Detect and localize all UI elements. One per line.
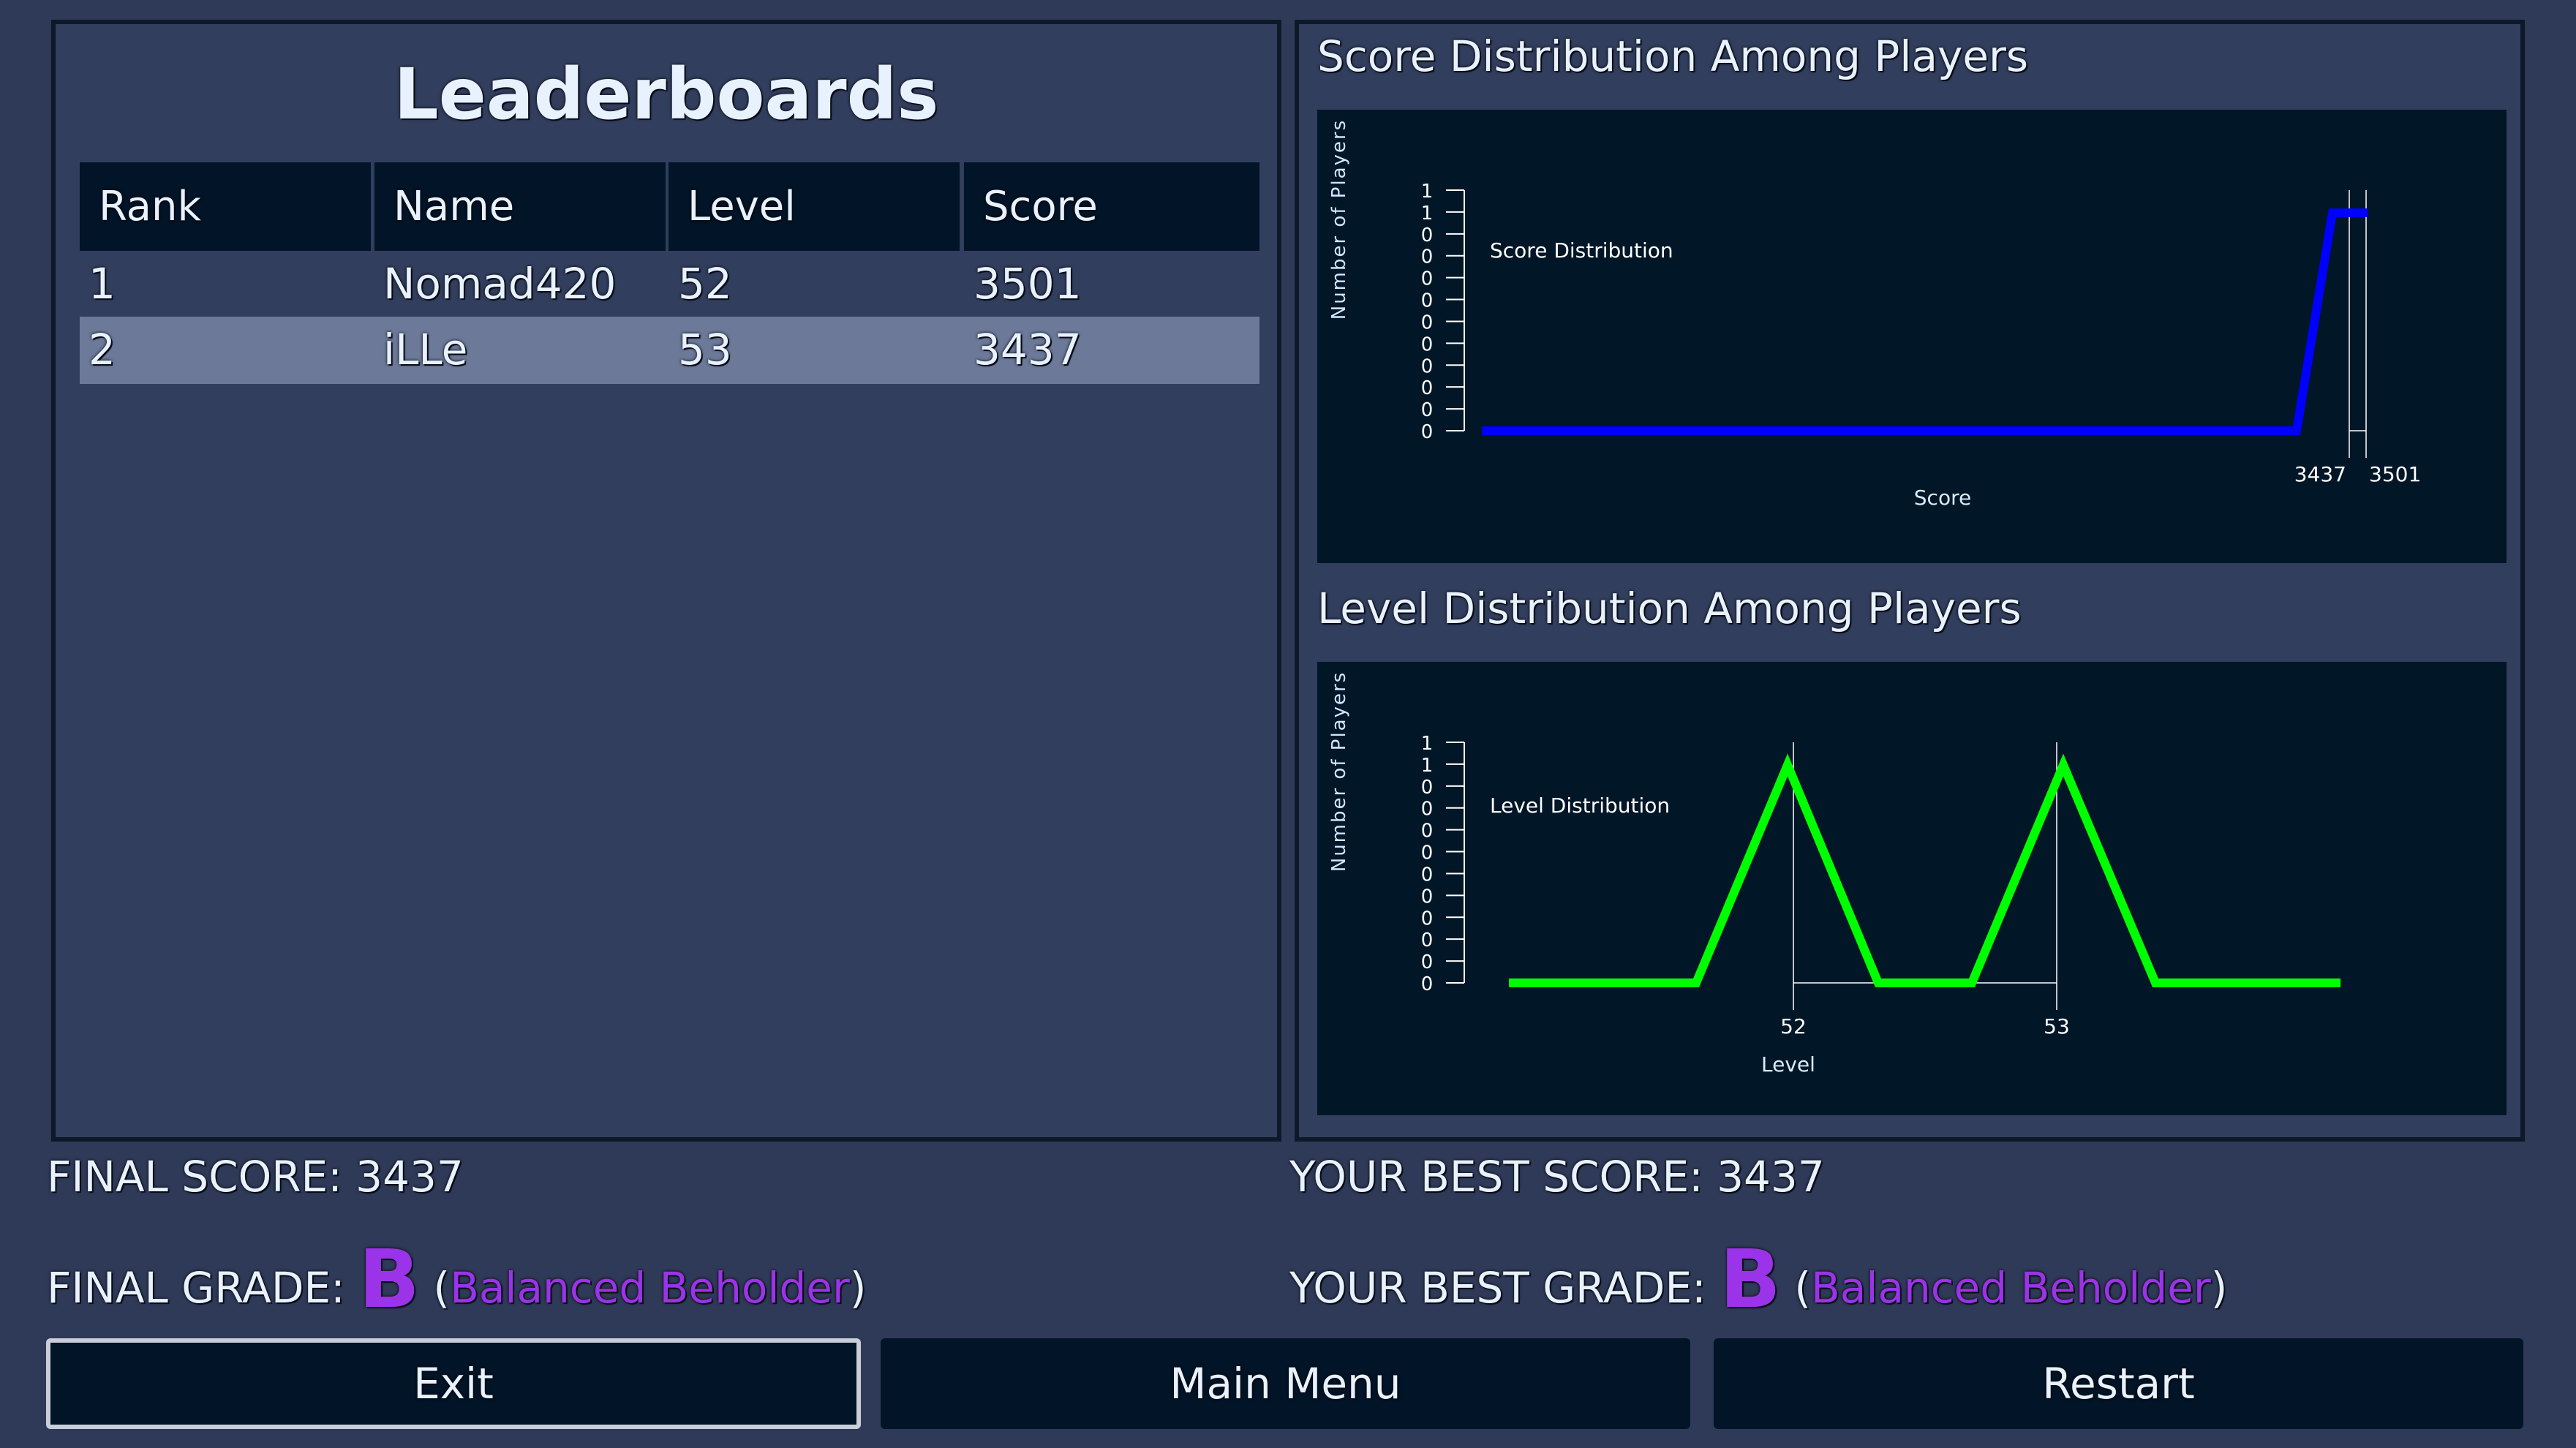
legend-label: Level Distribution — [1490, 793, 1670, 818]
rank-cell: 2 — [88, 325, 116, 374]
x-axis-label: Level — [1761, 1052, 1815, 1076]
y-tick-label: 1 — [1421, 203, 1434, 225]
level-cell: 52 — [678, 259, 732, 309]
level-chart: Number of Players 1 1 0 0 0 0 0 0 0 0 0 0 52 53 Level Le… — [1317, 662, 2507, 1115]
column-header-level: Level — [669, 162, 960, 251]
x-axis-label: Score — [1914, 486, 1971, 510]
best-grade-name: Balanced Beholder — [1811, 1263, 2211, 1313]
x-tick-label: 3437 — [2294, 462, 2346, 486]
legend-label: Score Distribution — [1490, 238, 1673, 263]
final-score: FINAL SCORE: 3437 — [47, 1152, 464, 1202]
y-tick-label: 0 — [1421, 842, 1434, 864]
best-grade-label: YOUR BEST GRADE: — [1289, 1263, 1706, 1313]
y-tick-label: 0 — [1421, 929, 1434, 951]
x-tick-label: 53 — [2044, 1014, 2070, 1038]
best-score-label: YOUR BEST SCORE: — [1289, 1152, 1703, 1202]
rank-cell: 1 — [88, 259, 116, 309]
y-tick-label: 0 — [1421, 951, 1434, 973]
y-axis-label: Number of Players — [1328, 119, 1350, 320]
y-tick-label: 0 — [1421, 377, 1434, 399]
y-tick-label: 0 — [1421, 355, 1434, 377]
column-header-name: Name — [374, 162, 666, 251]
final-grade-name: Balanced Beholder — [450, 1263, 850, 1313]
final-score-label: FINAL SCORE: — [47, 1152, 342, 1202]
y-tick-label: 0 — [1421, 399, 1434, 421]
leaderboard-panel: Leaderboards Rank Name Level Score 1 Nom… — [51, 20, 1281, 1142]
y-tick-label: 0 — [1421, 333, 1434, 355]
x-tick-label: 52 — [1780, 1014, 1807, 1038]
series-line — [1482, 208, 2368, 435]
y-tick-label: 1 — [1421, 733, 1434, 755]
x-tick-label: 3501 — [2369, 462, 2421, 486]
final-grade-label: FINAL GRADE: — [47, 1263, 345, 1313]
y-tick-label: 0 — [1421, 268, 1434, 290]
y-tick-label: 0 — [1421, 225, 1434, 246]
restart-button[interactable]: Restart — [1714, 1338, 2523, 1429]
series-line — [1509, 753, 2340, 987]
exit-button[interactable]: Exit — [46, 1338, 861, 1429]
best-score-value: 3437 — [1717, 1152, 1825, 1202]
best-grade-letter: B — [1720, 1232, 1781, 1326]
name-cell: Nomad420 — [383, 259, 617, 309]
y-tick-label: 1 — [1421, 181, 1434, 203]
best-score: YOUR BEST SCORE: 3437 — [1289, 1152, 1825, 1202]
charts-panel: Score Distribution Among Players Number … — [1295, 20, 2525, 1142]
table-row-highlighted: 2 iLLe 53 3437 — [80, 317, 1259, 384]
y-tick-label: 1 — [1421, 755, 1434, 777]
score-chart: Number of Players 1 1 0 0 0 0 0 0 0 0 0 0 3437 3501 Sco… — [1317, 110, 2507, 563]
main-menu-button[interactable]: Main Menu — [881, 1338, 1690, 1429]
final-grade-letter: B — [358, 1232, 420, 1326]
final-grade: FINAL GRADE: B (Balanced Beholder) — [47, 1232, 867, 1326]
leaderboard-title: Leaderboards — [393, 53, 939, 135]
final-score-value: 3437 — [355, 1152, 464, 1202]
y-tick-label: 0 — [1421, 886, 1434, 908]
y-tick-label: 0 — [1421, 421, 1434, 443]
name-cell: iLLe — [383, 325, 468, 374]
y-axis-label: Number of Players — [1328, 671, 1350, 872]
y-tick-label: 0 — [1421, 246, 1434, 268]
score-chart-title: Score Distribution Among Players — [1317, 31, 2029, 81]
level-cell: 53 — [678, 325, 732, 374]
y-tick-label: 0 — [1421, 777, 1434, 799]
level-chart-title: Level Distribution Among Players — [1317, 584, 2022, 633]
column-header-rank: Rank — [80, 162, 371, 251]
y-tick-label: 0 — [1421, 312, 1434, 333]
y-tick-label: 0 — [1421, 973, 1434, 995]
y-tick-label: 0 — [1421, 864, 1434, 886]
column-header-score: Score — [964, 162, 1259, 251]
y-tick-label: 0 — [1421, 821, 1434, 842]
table-row: 1 Nomad420 52 3501 — [80, 251, 1259, 317]
score-cell: 3437 — [973, 325, 1082, 374]
y-tick-label: 0 — [1421, 799, 1434, 821]
best-grade: YOUR BEST GRADE: B (Balanced Beholder) — [1289, 1232, 2228, 1326]
score-cell: 3501 — [973, 259, 1082, 309]
y-tick-label: 0 — [1421, 290, 1434, 312]
y-tick-label: 0 — [1421, 908, 1434, 929]
